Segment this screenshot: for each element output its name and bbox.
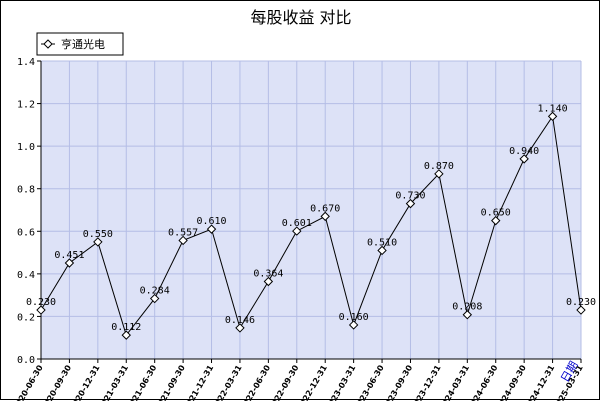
legend-box [36,32,124,56]
x-tick-label: 2023-03-31 [324,363,358,401]
y-tick-label: 1.0 [17,142,35,153]
data-point [576,305,586,315]
data-label: 0.670 [310,203,340,214]
legend: 亨通光电 [36,32,124,56]
x-tick-label: 2022-06-30 [239,363,273,401]
data-label: 0.112 [111,322,141,333]
data-point [491,215,501,226]
data-point [405,198,416,209]
y-tick-label: 1.4 [17,57,35,68]
y-tick-label: 0.0 [17,355,35,366]
data-label: 0.230 [566,297,596,308]
data-label: 0.146 [225,315,255,326]
x-tick-label: 2020-12-31 [68,363,102,401]
data-point [178,235,188,246]
x-tick-label: 2021-09-30 [153,363,187,401]
data-point [519,154,529,164]
data-label: 1.140 [538,103,568,114]
data-point [121,330,131,340]
data-label: 0.550 [83,229,113,240]
data-label: 0.610 [196,216,226,227]
data-point [206,224,217,234]
x-tick-label: 2022-09-30 [267,363,301,401]
legend-series-label: 亨通光电 [61,37,105,51]
data-point [292,226,302,236]
data-label: 0.208 [452,302,482,313]
legend-marker-icon [41,39,55,49]
x-tick-label: 2024-03-31 [438,363,472,401]
data-point [149,293,160,304]
x-axis-ticks: 2020-06-302020-09-302020-12-312021-03-31… [11,359,585,401]
data-point [263,276,274,287]
series-line [40,114,582,337]
x-tick-label: 2023-06-30 [352,363,386,401]
x-tick-label: 2020-06-30 [11,363,45,401]
x-tick-label: 2021-03-31 [97,363,131,401]
y-axis-ticks: 0.0 0.2 0.4 0.6 0.8 1.0 1.2 1.4 [17,57,41,366]
data-point [462,310,473,320]
data-label: 0.650 [481,208,511,219]
data-point [93,237,103,247]
data-label: 0.730 [395,191,425,202]
data-point [377,245,387,256]
data-label: 0.557 [168,227,198,238]
data-label: 0.601 [282,218,312,229]
y-tick-label: 1.2 [17,100,35,111]
x-tick-label: 2022-12-31 [296,363,330,401]
y-tick-label: 0.2 [17,312,35,323]
y-tick-label: 0.6 [17,227,35,238]
x-tick-label: 2024-06-30 [466,363,500,401]
x-tick-label: 2023-09-30 [381,363,415,401]
data-point [348,320,359,330]
data-point [235,323,245,333]
data-label: 0.364 [253,269,283,280]
x-tick-label: 2024-09-30 [495,363,529,401]
chart-title: 每股收益 对比 [250,8,351,27]
y-tick-label: 0.8 [17,185,35,196]
data-label: 0.160 [339,312,369,323]
data-point [64,258,75,268]
data-label: 0.230 [26,297,56,308]
x-tick-label: 2024-12-31 [523,363,557,401]
x-tick-label: 2021-06-30 [125,363,159,401]
data-label: 0.284 [140,286,170,297]
data-label: 0.510 [367,237,397,248]
data-label: 0.451 [54,250,84,261]
data-label: 0.870 [424,161,454,172]
x-tick-label: 2022-03-31 [210,363,244,401]
x-tick-label: 2020-09-30 [40,363,74,401]
x-tick-label: 2023-12-31 [409,363,443,401]
x-tick-label: 2021-12-31 [182,363,216,401]
series-eps [36,111,586,340]
data-point [434,169,444,179]
data-point [320,211,330,222]
data-label: 0.940 [509,146,539,157]
data-point [36,305,46,315]
y-tick-label: 0.4 [17,270,35,281]
plot-area [41,61,581,359]
data-point [547,111,558,122]
